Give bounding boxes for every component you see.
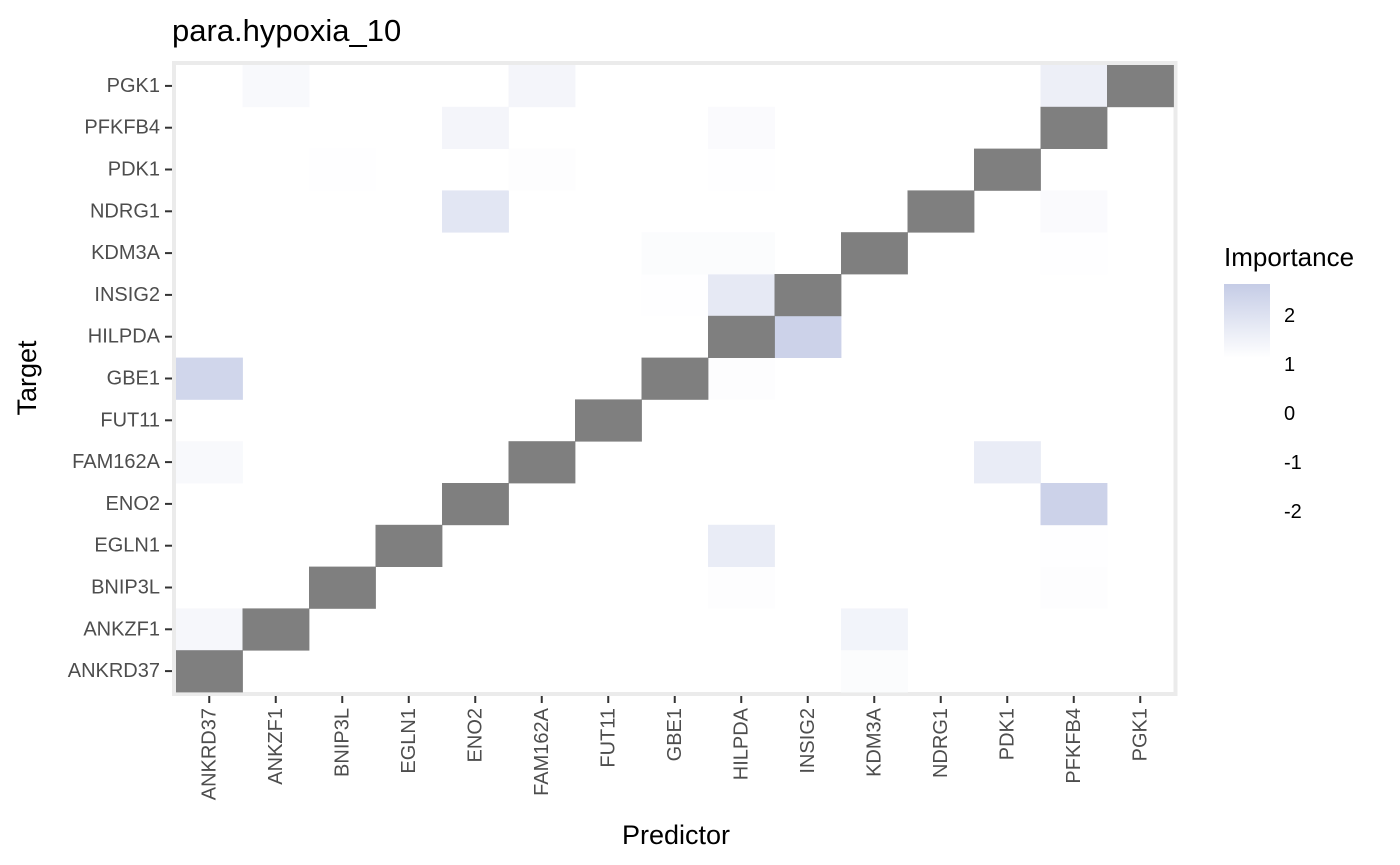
- heatmap-cell: [1040, 483, 1108, 526]
- heatmap-cell: [708, 106, 775, 149]
- plot-panel: [172, 61, 1178, 696]
- heatmap-cell: [774, 315, 842, 358]
- heatmap-cell-na: [641, 357, 709, 400]
- y-axis-title: Target: [12, 340, 42, 416]
- y-axis: ANKRD37 ANKZF1 BNIP3L EGLN1 ENO2 FAM162A FUT11…: [68, 75, 172, 682]
- heatmap-cell-na: [841, 232, 908, 275]
- heatmap-cell: [1040, 524, 1108, 567]
- y-tick-label: NDRG1: [90, 200, 160, 222]
- legend: Importance 2 1 0 -1 -2: [1224, 242, 1354, 523]
- heatmap-cell: [309, 148, 376, 191]
- heatmap-cell: [508, 148, 576, 191]
- heatmap-cell: [176, 357, 243, 400]
- heatmap-cell: [708, 357, 775, 400]
- heatmap-cell-na: [575, 399, 642, 442]
- heatmap-cell: [1040, 566, 1108, 609]
- legend-label: -1: [1284, 452, 1302, 474]
- legend-colorbar: [1224, 284, 1270, 358]
- x-tick-label: ANKZF1: [265, 708, 287, 785]
- y-tick-label: EGLN1: [94, 535, 160, 557]
- y-tick-label: INSIG2: [94, 284, 160, 306]
- heatmap-cell: [508, 65, 576, 108]
- x-tick-label: FUT11: [597, 708, 619, 768]
- x-tick-label: EGLN1: [398, 708, 420, 774]
- x-tick-label: PDK1: [996, 708, 1018, 760]
- heatmap-cell-na: [907, 190, 975, 233]
- heatmap-cell-na: [176, 650, 243, 693]
- y-tick-label: ENO2: [106, 493, 160, 515]
- x-tick-label: ANKRD37: [198, 708, 220, 800]
- y-tick-label: ANKRD37: [68, 660, 160, 682]
- y-tick-label: FAM162A: [72, 451, 160, 473]
- y-tick-label: FUT11: [100, 409, 160, 431]
- x-tick-label: BNIP3L: [331, 708, 353, 777]
- heatmap-cell-na: [508, 441, 576, 484]
- x-tick-label: FAM162A: [531, 707, 553, 795]
- heatmap-cell: [708, 148, 775, 191]
- y-tick-label: PGK1: [107, 75, 160, 97]
- heatmap-cell-na: [442, 483, 509, 526]
- x-tick-label: GBE1: [664, 708, 686, 761]
- heatmap-cell: [442, 190, 509, 233]
- legend-label: 1: [1284, 354, 1295, 376]
- y-tick-label: PDK1: [108, 159, 160, 181]
- heatmap-cell-na: [974, 148, 1041, 191]
- x-tick-label: NDRG1: [930, 708, 952, 778]
- heatmap-cell: [1040, 65, 1108, 108]
- heatmap-cell-na: [708, 315, 775, 358]
- heatmap-cell: [841, 608, 908, 651]
- heatmap-cell-na: [242, 608, 310, 651]
- y-tick-label: PFKFB4: [84, 117, 160, 139]
- heatmap-cell: [974, 441, 1041, 484]
- heatmap-cell-na: [375, 524, 443, 567]
- legend-labels: 2 1 0 -1 -2: [1284, 305, 1302, 523]
- legend-title: Importance: [1224, 242, 1354, 272]
- legend-label: -2: [1284, 501, 1302, 523]
- heatmap-cell: [708, 566, 775, 609]
- heatmap-cell-na: [309, 566, 376, 609]
- heatmap-cell: [641, 274, 709, 317]
- x-tick-label: HILPDA: [730, 707, 752, 780]
- heatmap-cell: [841, 650, 908, 693]
- heatmap-cell: [708, 524, 775, 567]
- y-tick-label: BNIP3L: [91, 577, 160, 599]
- heatmap-cell: [708, 232, 775, 275]
- x-tick-label: INSIG2: [797, 708, 819, 774]
- heatmap-cell: [176, 608, 243, 651]
- x-axis-title: Predictor: [622, 820, 730, 850]
- heatmap-cell: [242, 65, 310, 108]
- heatmap-cell: [641, 232, 709, 275]
- heatmap-cell: [442, 106, 509, 149]
- heatmap-cell: [1040, 190, 1108, 233]
- heatmap-cell-na: [774, 274, 842, 317]
- x-tick-label: KDM3A: [863, 707, 885, 777]
- legend-label: 2: [1284, 305, 1295, 327]
- chart-title: para.hypoxia_10: [172, 13, 401, 48]
- x-tick-label: ENO2: [464, 708, 486, 762]
- heatmap-cell: [1040, 232, 1108, 275]
- heatmap-cell-na: [1107, 65, 1174, 108]
- x-tick-label: PGK1: [1129, 708, 1151, 761]
- y-tick-label: ANKZF1: [83, 618, 160, 640]
- y-tick-label: KDM3A: [91, 242, 161, 264]
- heatmap-cell: [176, 441, 243, 484]
- x-axis: ANKRD37 ANKZF1 BNIP3L EGLN1 ENO2 FAM162A FUT11…: [198, 696, 1151, 800]
- x-tick-label: PFKFB4: [1063, 708, 1085, 784]
- legend-label: 0: [1284, 403, 1295, 425]
- heatmap-cell-na: [1040, 106, 1108, 149]
- heatmap-cell: [708, 274, 775, 317]
- y-tick-label: HILPDA: [88, 326, 161, 348]
- y-tick-label: GBE1: [107, 368, 160, 390]
